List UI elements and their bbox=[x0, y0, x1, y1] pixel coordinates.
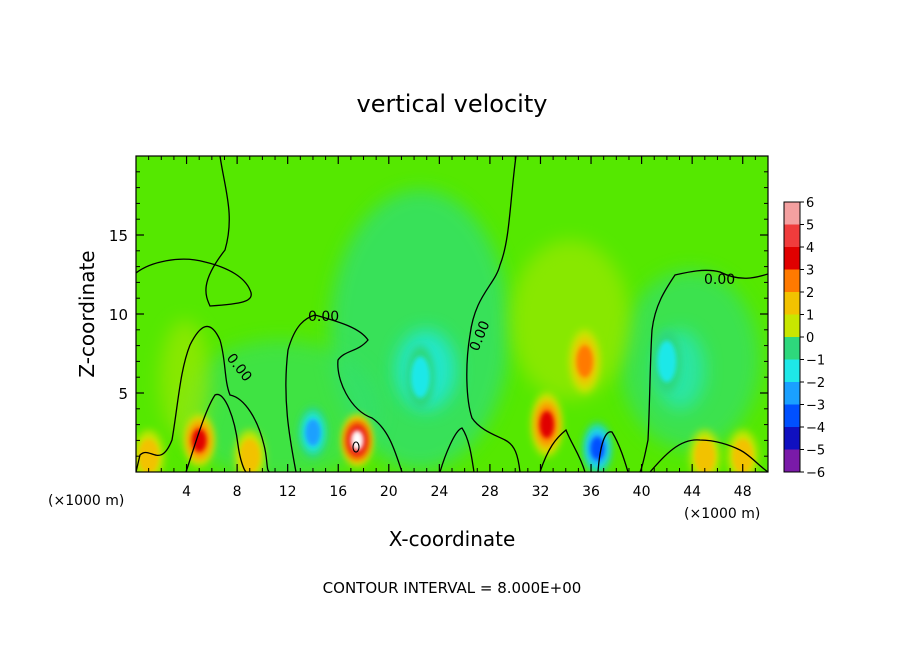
x-tick-label: 8 bbox=[233, 484, 242, 500]
colorbar-label: −3 bbox=[806, 399, 825, 414]
x-tick-label: 20 bbox=[380, 484, 398, 500]
x-unit-right: (×1000 m) bbox=[684, 506, 760, 522]
x-tick-label: 36 bbox=[582, 484, 600, 500]
velocity-feature bbox=[239, 439, 260, 472]
colorbar-swatch bbox=[784, 269, 800, 293]
colorbar-label: 0 bbox=[806, 331, 814, 346]
contour-interval: CONTOUR INTERVAL = 8.000E+00 bbox=[323, 579, 582, 597]
zero-contours bbox=[136, 156, 768, 472]
colorbar-swatch bbox=[784, 292, 800, 315]
velocity-feature bbox=[732, 439, 753, 472]
colorbar-label: 4 bbox=[806, 241, 814, 256]
contour-label: 0.00 bbox=[308, 309, 339, 325]
colorbar-swatch bbox=[784, 404, 800, 428]
velocity-feature bbox=[590, 436, 605, 460]
velocity-feature bbox=[576, 345, 593, 378]
colorbar-swatch bbox=[784, 427, 800, 450]
velocity-feature bbox=[138, 439, 159, 472]
velocity-feature bbox=[694, 439, 715, 472]
velocity-features bbox=[136, 329, 758, 472]
x-tick-label: 16 bbox=[329, 484, 347, 500]
x-tick-label: 12 bbox=[279, 484, 297, 500]
colorbar-swatch bbox=[784, 314, 800, 338]
velocity-feature bbox=[539, 411, 554, 438]
colorbar-label: −2 bbox=[806, 376, 825, 391]
velocity-peak bbox=[352, 431, 363, 450]
y-tick-label: 10 bbox=[109, 306, 128, 324]
velocity-field bbox=[160, 190, 760, 472]
colorbar-label: 5 bbox=[806, 219, 814, 234]
colorbar-swatch bbox=[784, 337, 800, 360]
x-tick-label: 4 bbox=[182, 484, 191, 500]
chart-title: vertical velocity bbox=[357, 90, 548, 118]
x-tick-label: 44 bbox=[683, 484, 701, 500]
colorbar-label: −5 bbox=[806, 444, 825, 459]
x-tick-label: 32 bbox=[532, 484, 550, 500]
x-tick-label: 40 bbox=[633, 484, 651, 500]
velocity-feature bbox=[305, 419, 321, 446]
colorbar-swatch bbox=[784, 449, 800, 473]
colorbar-swatch bbox=[784, 382, 800, 405]
colorbar-label: −4 bbox=[806, 421, 825, 436]
velocity-feature bbox=[192, 429, 207, 452]
x-tick-label: 48 bbox=[734, 484, 752, 500]
y-tick-label: 5 bbox=[118, 385, 128, 403]
colorbar-swatch bbox=[784, 359, 800, 383]
colorbar-swatch bbox=[784, 202, 800, 225]
velocity-feature bbox=[657, 340, 677, 383]
colorbar: 6 5 4 3 2 1 0 −1 −2 −3 −4 −5 −6 bbox=[783, 196, 825, 481]
x-axis-label: X-coordinate bbox=[389, 527, 516, 551]
colorbar-label: 6 bbox=[806, 196, 814, 211]
colorbar-label: 1 bbox=[806, 309, 814, 324]
colorbar-label: −1 bbox=[806, 354, 825, 369]
plot-area: 0.00 0.00 0.00 0.00 bbox=[136, 156, 768, 472]
colorbar-swatch bbox=[784, 247, 800, 270]
colorbar-swatch bbox=[784, 224, 800, 248]
y-axis-label: Z-coordinate bbox=[75, 250, 99, 377]
velocity-feature bbox=[410, 356, 430, 399]
colorbar-label: 2 bbox=[806, 286, 814, 301]
colorbar-label: −6 bbox=[806, 466, 825, 481]
x-tick-label: 24 bbox=[430, 484, 448, 500]
colorbar-label: 3 bbox=[806, 264, 814, 279]
contour-label: 0.00 bbox=[704, 272, 735, 288]
y-tick-label: 15 bbox=[109, 227, 128, 245]
x-unit-left: (×1000 m) bbox=[48, 493, 124, 509]
x-tick-label: 28 bbox=[481, 484, 499, 500]
